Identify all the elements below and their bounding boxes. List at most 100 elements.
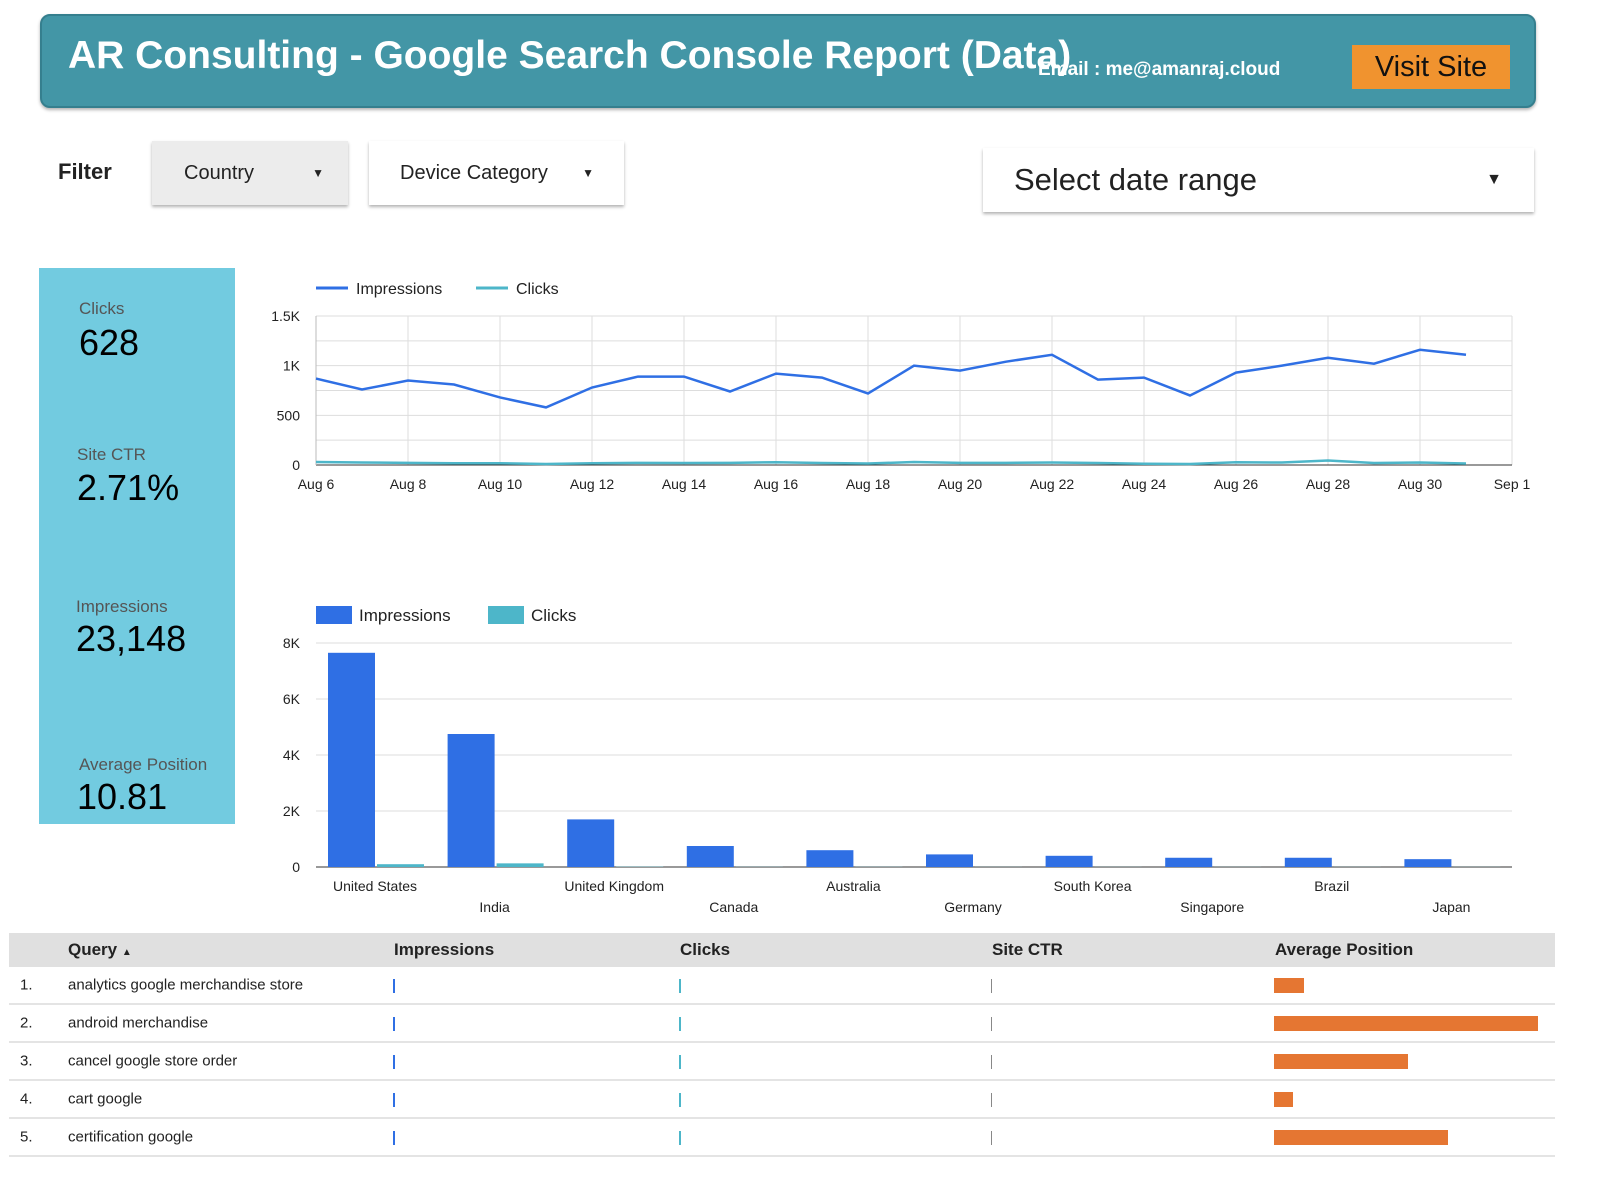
country-filter-dropdown[interactable]: Country ▼: [152, 141, 348, 205]
query-text: cancel google store order: [68, 1052, 238, 1070]
kpi-ctr-value: 2.71%: [77, 467, 180, 508]
x-tick-label: Australia: [826, 878, 881, 894]
x-tick-label: Canada: [709, 899, 758, 915]
x-tick-label: Aug 12: [570, 476, 615, 492]
table-row[interactable]: 5. certification google: [9, 1119, 1555, 1157]
site-ctr-bar: [991, 1017, 992, 1031]
legend-swatch: [316, 606, 352, 624]
x-tick-label: United Kingdom: [564, 878, 664, 894]
x-tick-label: Aug 22: [1030, 476, 1075, 492]
y-tick-label: 4K: [283, 747, 301, 763]
table-row[interactable]: 3. cancel google store order: [9, 1043, 1555, 1081]
table-row[interactable]: 2. android merchandise: [9, 1005, 1555, 1043]
average-position-bar: [1274, 978, 1305, 993]
x-tick-label: Aug 14: [662, 476, 707, 492]
caret-down-icon: ▼: [582, 166, 594, 180]
x-tick-label: United States: [333, 878, 417, 894]
x-tick-label: Japan: [1432, 899, 1470, 915]
kpi-impressions-value: 23,148: [76, 618, 187, 659]
date-range-label: Select date range: [1014, 162, 1258, 197]
row-number: 3.: [20, 1052, 33, 1070]
x-tick-label: Aug 16: [754, 476, 799, 492]
clicks-bar: [679, 979, 681, 993]
table-row[interactable]: 4. cart google: [9, 1081, 1555, 1119]
column-header-average-position[interactable]: Average Position: [1275, 940, 1414, 959]
x-tick-label: Aug 24: [1122, 476, 1167, 492]
device-category-filter-dropdown[interactable]: Device Category ▼: [369, 141, 624, 205]
kpi-impressions-label: Impressions: [76, 597, 168, 616]
average-position-bar: [1274, 1016, 1538, 1031]
column-header-query[interactable]: Query ▲: [68, 940, 132, 959]
x-tick-label: Aug 10: [478, 476, 523, 492]
average-position-bar: [1274, 1054, 1408, 1069]
x-tick-label: Aug 6: [298, 476, 335, 492]
column-header-site-ctr[interactable]: Site CTR: [992, 940, 1063, 959]
column-header-clicks[interactable]: Clicks: [680, 940, 731, 959]
x-tick-label: Sep 1: [1494, 476, 1531, 492]
y-tick-label: 6K: [283, 691, 301, 707]
bar-impressions: [926, 854, 973, 867]
bar-impressions: [806, 850, 854, 867]
bar-impressions: [1404, 859, 1452, 867]
impressions-bar: [393, 979, 395, 993]
kpi-scorecards: Clicks 628 Site CTR 2.71% Impressions 23…: [39, 268, 235, 824]
x-tick-label: Brazil: [1314, 878, 1349, 894]
x-tick-label: Aug 30: [1398, 476, 1443, 492]
x-tick-label: Aug 20: [938, 476, 983, 492]
kpi-ctr-label: Site CTR: [77, 445, 146, 464]
table-row[interactable]: 1. analytics google merchandise store: [9, 967, 1555, 1005]
legend-label: Impressions: [356, 281, 442, 298]
report-title: AR Consulting - Google Search Console Re…: [68, 34, 1072, 77]
clicks-bar: [679, 1055, 681, 1069]
x-tick-label: Aug 26: [1214, 476, 1259, 492]
contact-email: Email : me@amanraj.cloud: [1038, 59, 1281, 80]
x-tick-label: Germany: [944, 899, 1002, 915]
bar-impressions: [1045, 855, 1093, 867]
bar-impressions: [686, 846, 734, 867]
legend-swatch: [488, 606, 524, 624]
report-header: [40, 14, 1536, 108]
site-ctr-bar: [991, 1131, 992, 1145]
kpi-clicks-label: Clicks: [79, 299, 125, 318]
country-bar-chart: 0 2K 4K 6K 8K United States India United Kingdo…: [283, 606, 1512, 915]
kpi-avg-position-label: Average Position: [79, 755, 208, 774]
x-tick-label: Aug 18: [846, 476, 891, 492]
column-header-impressions[interactable]: Impressions: [394, 940, 495, 959]
clicks-bar: [679, 1131, 681, 1145]
bar-impressions: [567, 819, 615, 867]
site-ctr-bar: [991, 1093, 992, 1107]
bar-impressions: [447, 734, 495, 867]
impressions-bar: [393, 1093, 395, 1107]
y-tick-label: 0: [292, 859, 300, 875]
series-line-impressions: [315, 348, 1467, 409]
query-text: cart google: [68, 1090, 143, 1108]
bar-clicks: [496, 863, 544, 867]
x-tick-label: Singapore: [1180, 899, 1244, 915]
x-tick-label: Aug 8: [390, 476, 427, 492]
legend-label: Impressions: [359, 606, 451, 625]
series-line-clicks: [315, 459, 1467, 466]
row-number: 2.: [20, 1014, 33, 1032]
legend-label: Clicks: [516, 281, 559, 298]
y-tick-label: 500: [277, 407, 301, 423]
bar-impressions: [1284, 857, 1332, 867]
x-tick-label: South Korea: [1054, 878, 1132, 894]
sort-ascending-icon: ▲: [121, 947, 132, 958]
caret-down-icon: ▼: [1486, 171, 1502, 188]
bar-impressions: [328, 652, 375, 867]
y-tick-label: 8K: [283, 635, 301, 651]
clicks-bar: [679, 1017, 681, 1031]
impressions-bar: [393, 1017, 395, 1031]
row-number: 5.: [20, 1128, 33, 1146]
kpi-clicks-value: 628: [79, 322, 140, 363]
y-tick-label: 0: [292, 457, 300, 473]
clicks-bar: [679, 1093, 681, 1107]
query-text: android merchandise: [68, 1014, 209, 1032]
y-tick-label: 1.5K: [271, 308, 300, 324]
average-position-bar: [1274, 1130, 1449, 1145]
table-header: Query ▲ Impressions Clicks Site CTR Aver…: [9, 933, 1555, 967]
date-range-picker[interactable]: Select date range ▼: [983, 148, 1534, 212]
average-position-bar: [1274, 1092, 1293, 1107]
visit-site-button[interactable]: Visit Site: [1352, 45, 1510, 89]
legend-label: Clicks: [531, 606, 576, 625]
